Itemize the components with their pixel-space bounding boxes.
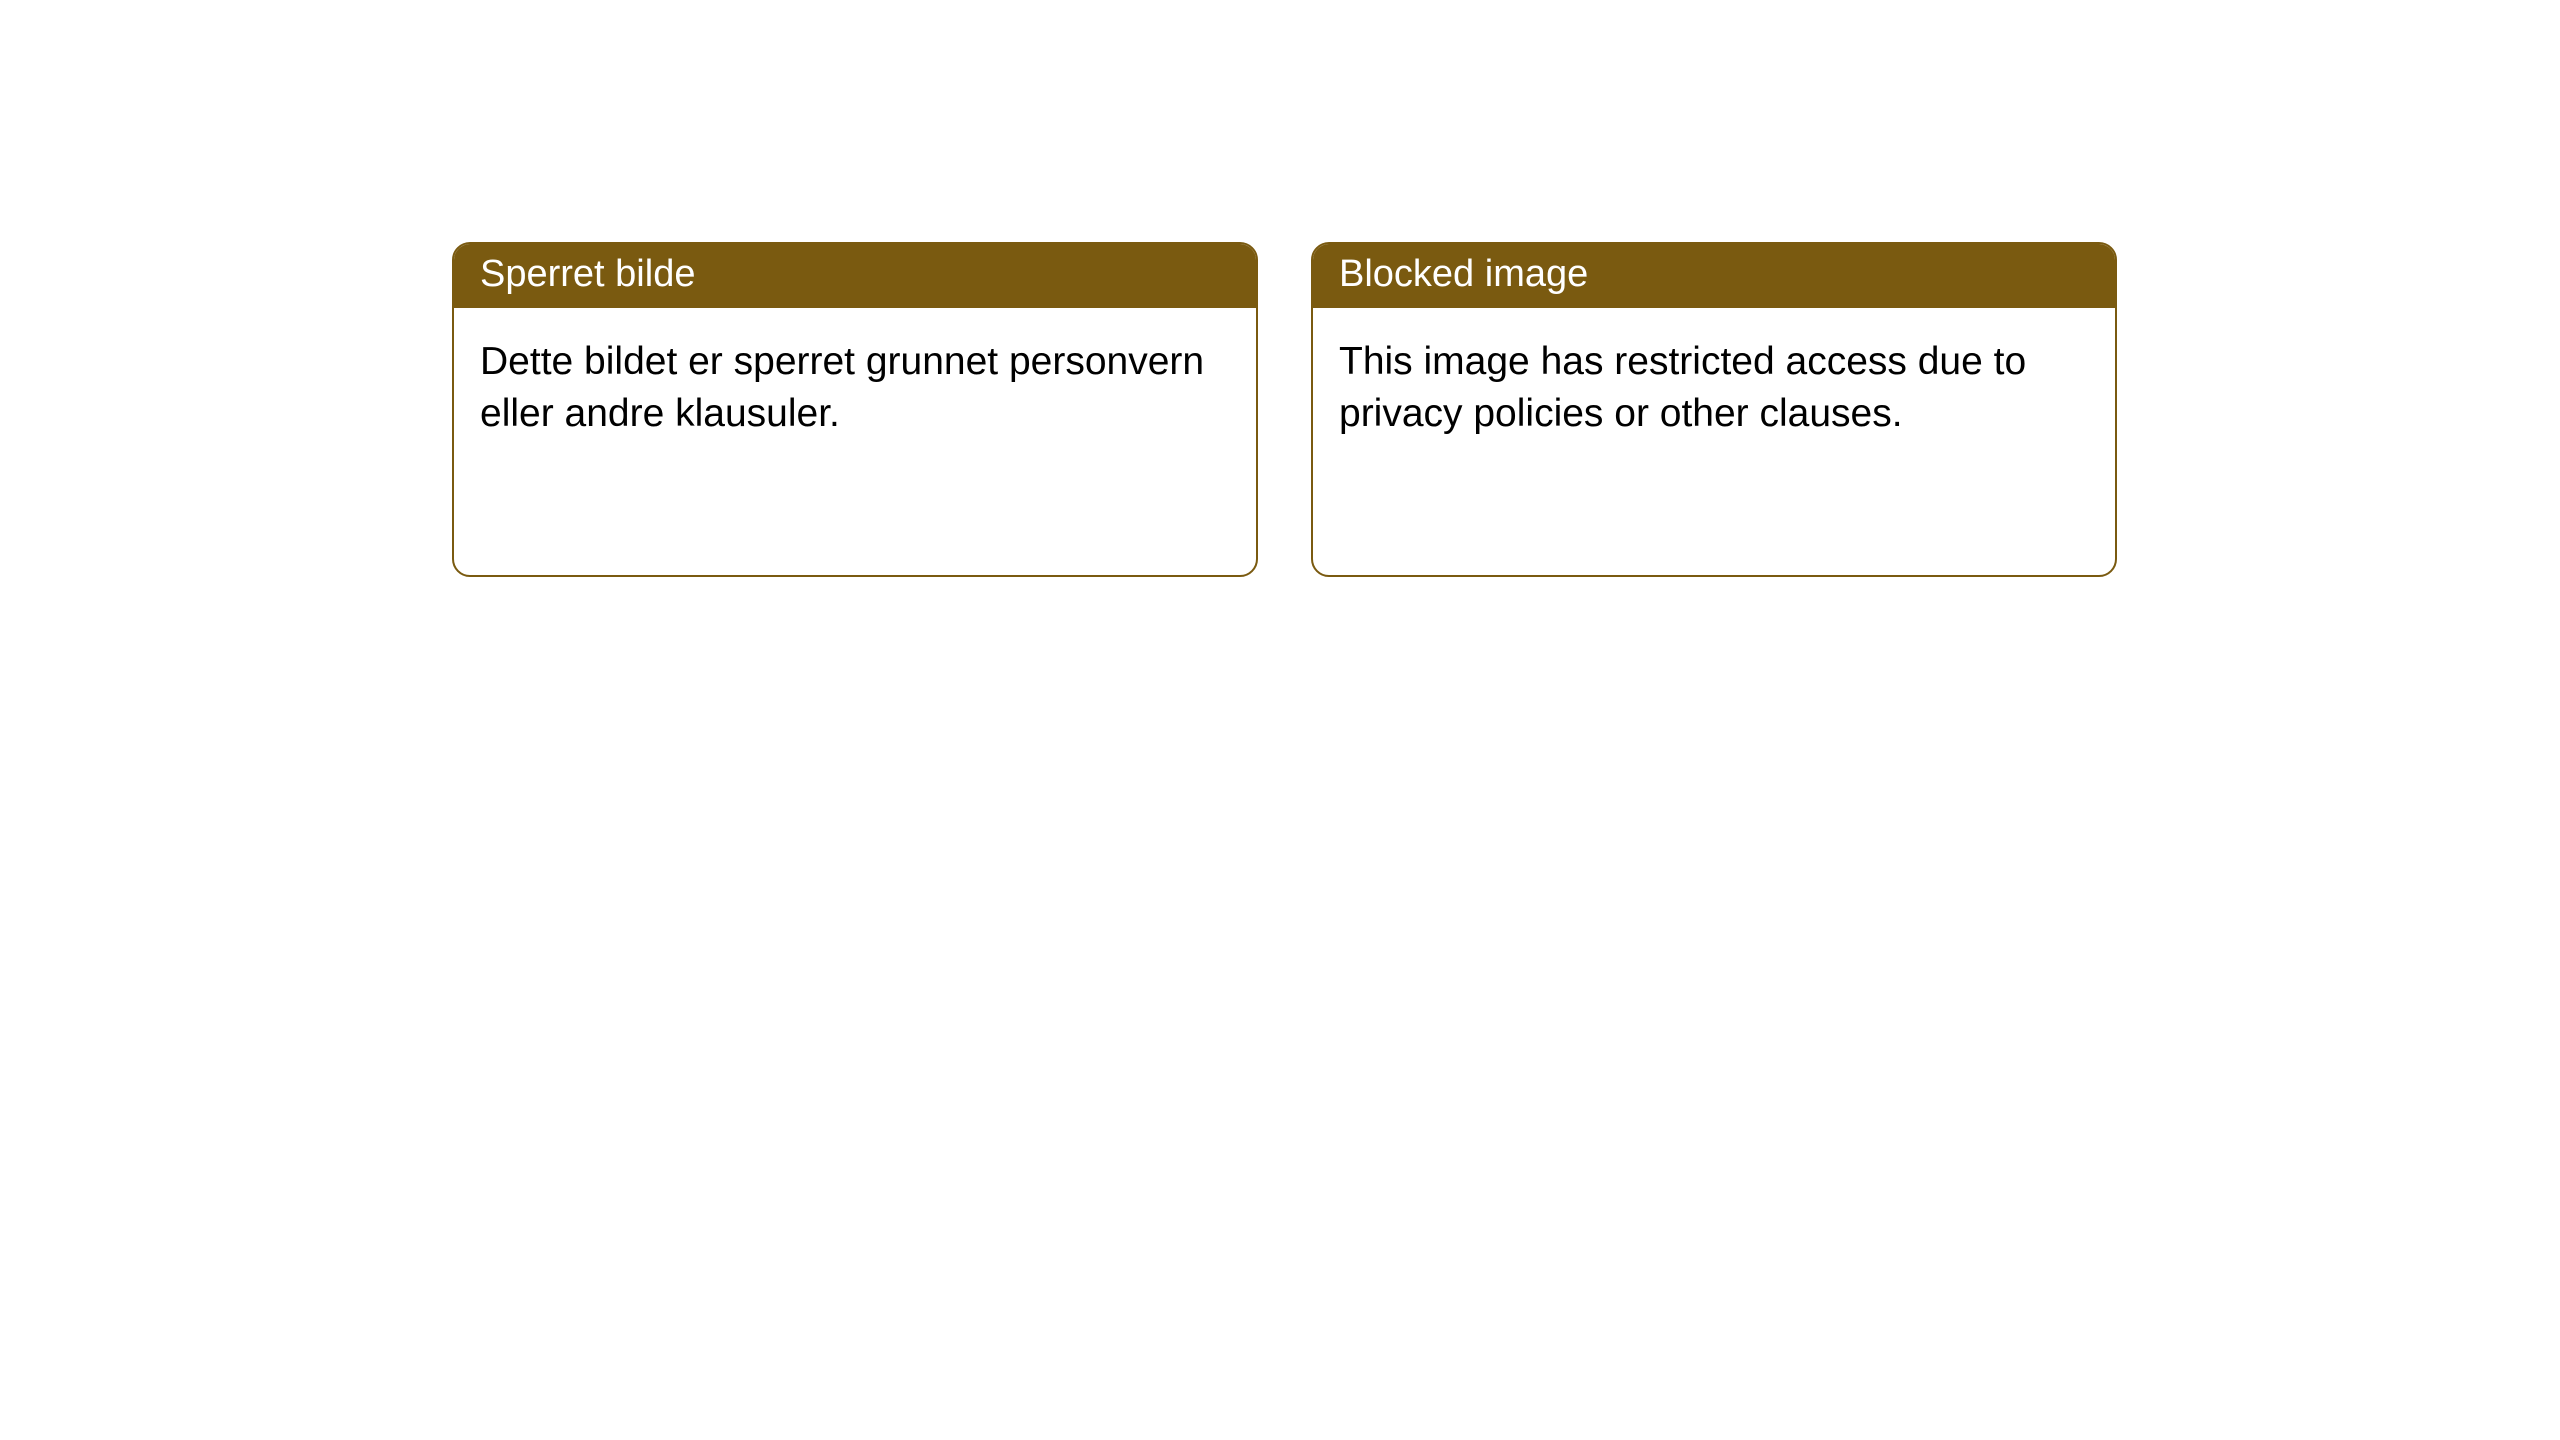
notice-card-norwegian: Sperret bilde Dette bildet er sperret gr… — [452, 242, 1258, 577]
card-body: Dette bildet er sperret grunnet personve… — [454, 308, 1256, 469]
card-title: Blocked image — [1313, 244, 2115, 308]
card-body: This image has restricted access due to … — [1313, 308, 2115, 469]
card-title: Sperret bilde — [454, 244, 1256, 308]
notice-cards-container: Sperret bilde Dette bildet er sperret gr… — [452, 242, 2117, 577]
notice-card-english: Blocked image This image has restricted … — [1311, 242, 2117, 577]
